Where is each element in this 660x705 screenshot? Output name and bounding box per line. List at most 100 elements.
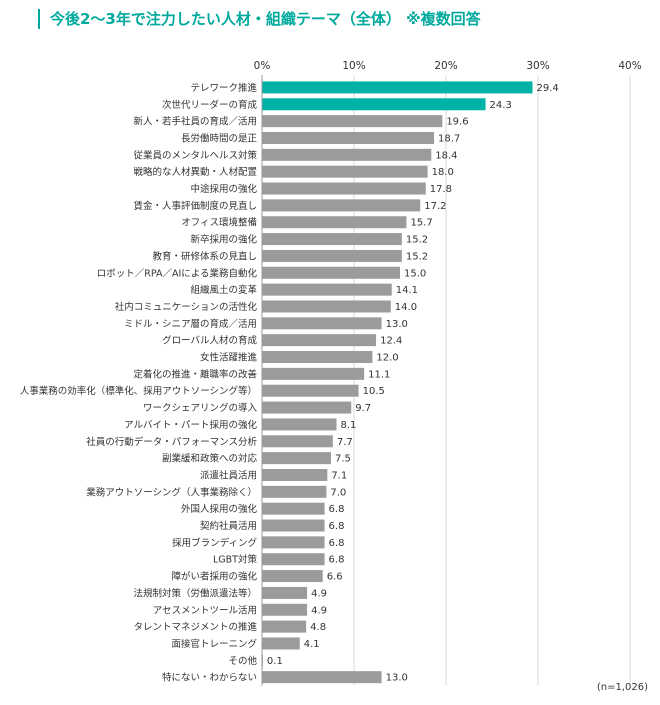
category-label: グローバル人材の育成 — [162, 335, 257, 347]
category-label: 中途採用の強化 — [190, 183, 257, 195]
bar — [262, 553, 325, 566]
value-label: 6.6 — [327, 572, 343, 583]
value-label: 18.0 — [432, 167, 454, 178]
category-label: タレントマネジメントの推進 — [133, 621, 257, 633]
sample-size-note: (n=1,026) — [596, 682, 648, 693]
category-label: 派遣社員活用 — [200, 469, 257, 481]
chart-title: 今後2～3年で注力したい人材・組織テーマ（全体） ※複数回答 — [50, 10, 481, 28]
bar — [262, 199, 421, 212]
category-label: 新卒採用の強化 — [190, 234, 257, 246]
category-label: 社内コミュニケーションの活性化 — [115, 301, 258, 313]
category-label: 副業緩和政策への対応 — [162, 453, 258, 465]
value-label: 18.7 — [438, 133, 460, 144]
category-label: ワークシェアリングの導入 — [143, 402, 258, 414]
category-label: 面接官トレーニング — [171, 638, 257, 650]
bar — [262, 283, 392, 296]
bar — [262, 266, 400, 279]
category-label: 人事業務の効率化（標準化、採用アウトソーシング等） — [20, 385, 257, 397]
x-tick-label: 10% — [342, 60, 365, 72]
category-label: 契約社員活用 — [200, 520, 257, 532]
category-label: 従業員のメンタルヘルス対策 — [133, 149, 257, 161]
bar — [262, 115, 443, 128]
value-label: 10.5 — [363, 386, 385, 397]
bar — [262, 351, 373, 364]
value-label: 12.4 — [380, 336, 402, 347]
value-label: 6.8 — [329, 538, 345, 549]
bar — [262, 81, 533, 94]
category-label: ミドル・シニア層の育成／活用 — [124, 318, 257, 330]
bar — [262, 216, 407, 229]
x-tick-label: 40% — [618, 60, 641, 72]
value-label: 15.2 — [406, 235, 428, 246]
category-label: 教育・研修体系の見直し — [152, 250, 257, 262]
category-label: 社員の行動データ・パフォーマンス分析 — [86, 436, 257, 448]
bar — [262, 401, 352, 414]
value-label: 15.7 — [410, 218, 432, 229]
x-tick-label: 20% — [434, 60, 457, 72]
bar — [262, 435, 333, 448]
bar — [262, 603, 308, 616]
category-label: 障がい者採用の強化 — [171, 571, 257, 583]
bar — [262, 131, 435, 144]
bar — [262, 367, 365, 380]
value-label: 12.0 — [376, 353, 398, 364]
category-label: 女性活躍推進 — [200, 352, 258, 364]
category-label: 特にない・わからない — [162, 672, 257, 684]
value-label: 4.8 — [310, 622, 326, 633]
category-label: その他 — [228, 655, 257, 667]
bar — [262, 468, 328, 481]
value-label: 0.1 — [267, 656, 283, 667]
category-label: 組織風土の変革 — [190, 284, 257, 296]
value-label: 7.7 — [337, 437, 353, 448]
bar — [262, 233, 402, 246]
category-label: オフィス環境整備 — [181, 217, 257, 229]
value-label: 18.4 — [435, 150, 457, 161]
value-label: 17.8 — [430, 184, 452, 195]
bar — [262, 334, 377, 347]
value-label: 14.1 — [396, 285, 418, 296]
value-label: 7.0 — [330, 487, 346, 498]
value-label: 7.5 — [335, 454, 351, 465]
bar — [262, 637, 300, 650]
bar — [262, 384, 359, 397]
bar — [262, 452, 331, 465]
value-label: 15.0 — [404, 268, 426, 279]
category-label: 定着化の推進・離職率の改善 — [133, 368, 257, 380]
value-label: 15.2 — [406, 251, 428, 262]
bar — [262, 671, 382, 684]
value-label: 4.9 — [311, 605, 327, 616]
category-label: ロボット／RPA／AIによる業務自動化 — [97, 267, 258, 279]
value-label: 13.0 — [386, 319, 408, 330]
x-tick-label: 0% — [254, 60, 271, 72]
bar — [262, 485, 327, 498]
value-label: 8.1 — [341, 420, 357, 431]
category-label: 長労働時間の是正 — [181, 132, 258, 144]
value-label: 29.4 — [536, 83, 558, 94]
value-label: 19.6 — [446, 117, 468, 128]
value-label: 17.2 — [424, 201, 446, 212]
bar — [262, 300, 391, 313]
bar — [262, 519, 325, 532]
category-label: テレワーク推進 — [190, 82, 257, 94]
value-label: 6.8 — [329, 555, 345, 566]
value-label: 4.9 — [311, 588, 327, 599]
value-label: 4.1 — [304, 639, 320, 650]
category-label: 賃金・人事評価制度の見直し — [133, 200, 257, 212]
category-label: 戦略的な人材異動・人材配置 — [133, 166, 257, 178]
value-label: 14.0 — [395, 302, 417, 313]
bar — [262, 317, 382, 330]
value-label: 13.0 — [386, 673, 408, 684]
bar — [262, 165, 428, 178]
category-label: LGBT対策 — [213, 554, 257, 566]
bar — [262, 536, 325, 549]
category-label: アセスメントツール活用 — [153, 604, 257, 616]
bar — [262, 418, 337, 431]
bar — [262, 98, 486, 111]
title-accent-bar — [38, 8, 40, 29]
value-label: 24.3 — [490, 100, 512, 111]
x-tick-label: 30% — [526, 60, 549, 72]
bar — [262, 148, 432, 161]
category-label: 次世代リーダーの育成 — [162, 99, 258, 111]
value-label: 7.1 — [331, 470, 347, 481]
